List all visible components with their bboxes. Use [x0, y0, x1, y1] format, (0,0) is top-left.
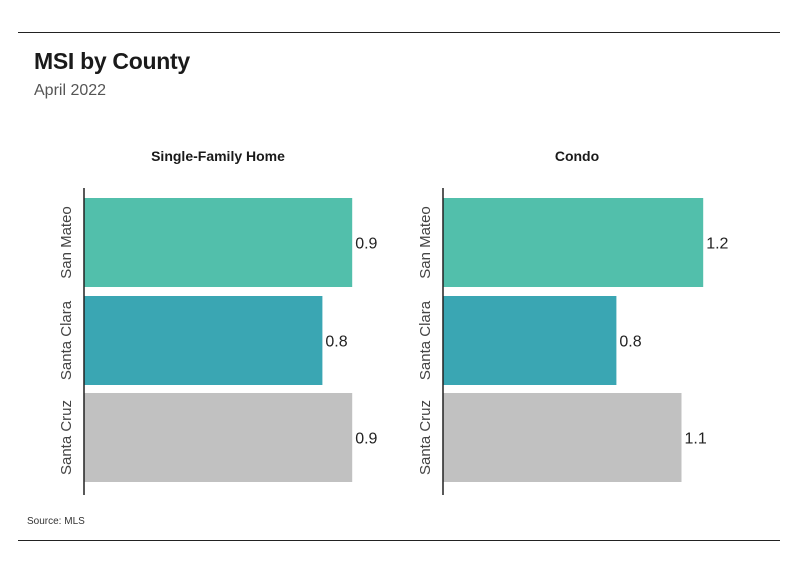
bar-condo-san-mateo	[443, 198, 704, 287]
top-rule	[18, 32, 780, 33]
bottom-rule	[18, 540, 780, 541]
category-label-single-family-san-mateo: San Mateo	[58, 206, 75, 279]
category-label-condo-santa-clara: Santa Clara	[417, 300, 434, 380]
bar-single-family-santa-cruz	[84, 393, 353, 482]
source-note: Source: MLS	[27, 516, 85, 527]
bar-single-family-santa-clara	[84, 296, 323, 385]
category-label-single-family-santa-cruz: Santa Cruz	[58, 400, 75, 475]
panel-condo: 1.2 San Mateo 0.8 Santa Clara 1.1 Santa Cruz	[417, 188, 729, 495]
bar-condo-santa-clara	[443, 296, 617, 385]
value-label-condo-santa-clara: 0.8	[619, 334, 641, 351]
panel-title-single-family: Single-Family Home	[151, 148, 285, 164]
panel-single-family: 0.9 San Mateo 0.8 Santa Clara 0.9 Santa Cruz	[58, 188, 378, 495]
value-label-condo-santa-cruz: 1.1	[685, 431, 707, 448]
value-label-single-family-santa-cruz: 0.9	[355, 431, 377, 448]
bar-condo-santa-cruz	[443, 393, 682, 482]
chart-title: MSI by County	[34, 48, 190, 74]
chart-subtitle: April 2022	[34, 82, 107, 99]
value-label-single-family-santa-clara: 0.8	[325, 334, 347, 351]
category-label-condo-san-mateo: San Mateo	[417, 206, 434, 279]
category-label-condo-santa-cruz: Santa Cruz	[417, 400, 434, 475]
category-label-single-family-santa-clara: Santa Clara	[58, 300, 75, 380]
value-label-condo-san-mateo: 1.2	[706, 236, 728, 253]
panel-title-condo: Condo	[554, 148, 600, 164]
bar-single-family-san-mateo	[84, 198, 353, 287]
value-label-single-family-san-mateo: 0.9	[355, 236, 377, 253]
